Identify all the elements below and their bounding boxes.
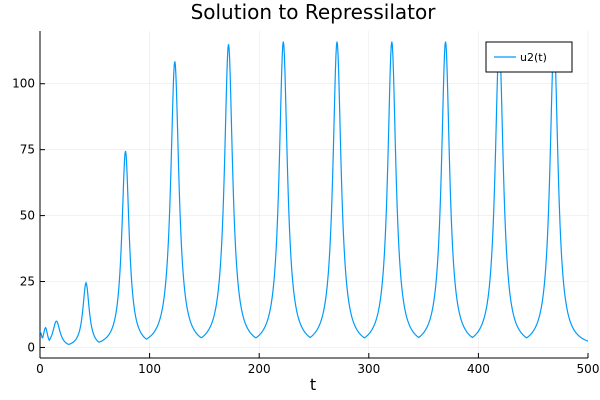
grid [39, 31, 589, 358]
series-line [39, 41, 589, 345]
x-tick-label: 100 [138, 362, 161, 376]
y-tick-label: 0 [27, 340, 35, 354]
x-axis-label: t [310, 375, 316, 394]
legend: u2(t) [485, 41, 573, 73]
x-tick-label: 200 [248, 362, 271, 376]
x-tick-label: 300 [357, 362, 380, 376]
y-tick-label: 75 [20, 143, 35, 157]
axes [39, 31, 589, 359]
y-tick-label: 25 [20, 275, 35, 289]
y-tick-label: 100 [12, 77, 35, 91]
x-tick-label: 0 [36, 362, 44, 376]
x-tick-label: 400 [467, 362, 490, 376]
chart-title: Solution to Repressilator [191, 0, 437, 24]
legend-label: u2(t) [520, 51, 547, 64]
y-tick-label: 50 [20, 209, 35, 223]
tick-labels: 0 100 200 300 400 500 0 25 50 75 100 [12, 77, 599, 376]
series-layer [39, 41, 589, 345]
x-tick-label: 500 [577, 362, 600, 376]
